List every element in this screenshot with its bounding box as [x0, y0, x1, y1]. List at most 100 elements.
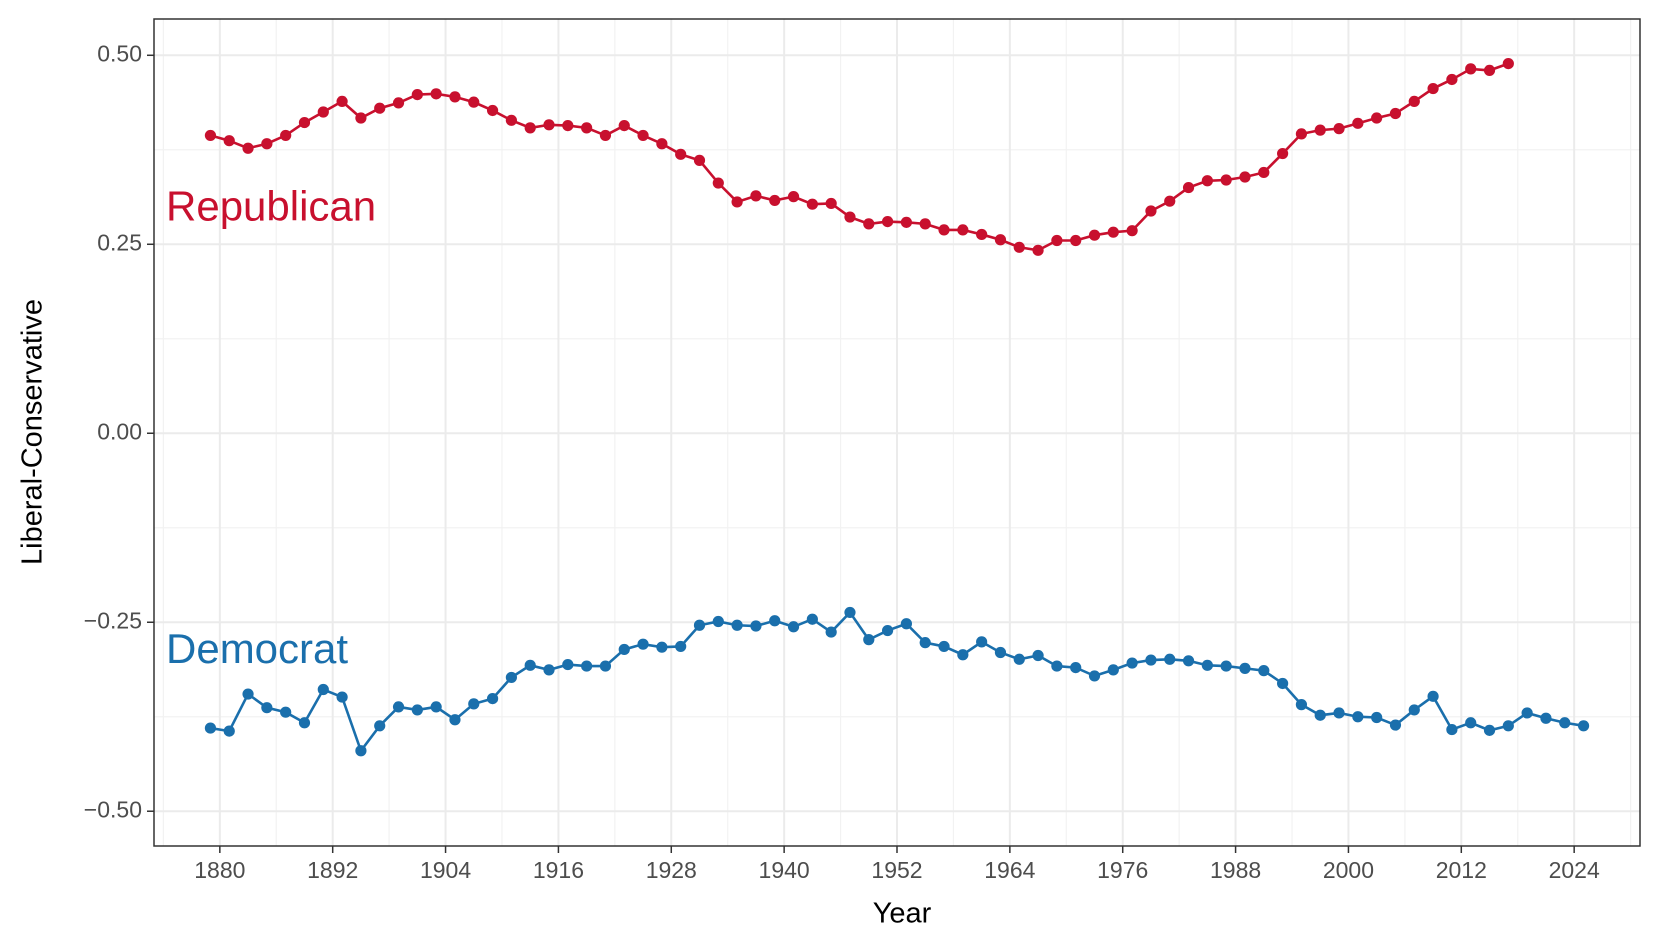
- data-point: [994, 234, 1007, 246]
- data-point: [336, 691, 348, 703]
- data-point: [223, 725, 235, 737]
- data-point: [468, 698, 480, 710]
- data-point: [468, 96, 480, 108]
- data-point: [1070, 661, 1082, 674]
- x-tick-label: 2012: [1436, 857, 1487, 883]
- data-point: [449, 91, 461, 103]
- data-point: [1051, 234, 1063, 247]
- data-point: [1126, 657, 1138, 669]
- data-point: [599, 129, 612, 142]
- data-point: [1295, 128, 1308, 140]
- x-tick-label: 1988: [1210, 857, 1261, 883]
- data-point: [825, 197, 837, 210]
- data-point: [1220, 660, 1232, 672]
- data-point: [543, 119, 555, 131]
- data-point: [1333, 707, 1345, 719]
- data-point: [1201, 175, 1213, 187]
- data-point: [750, 620, 762, 632]
- data-point: [1013, 241, 1025, 253]
- series-label: Republican: [166, 183, 376, 230]
- data-point: [1577, 720, 1590, 732]
- data-point: [1540, 712, 1552, 724]
- y-tick-label: −0.50: [84, 796, 142, 822]
- data-point: [392, 701, 405, 713]
- x-tick-label: 2000: [1323, 857, 1374, 883]
- data-point: [599, 660, 612, 672]
- data-point: [1427, 690, 1439, 702]
- data-point: [1314, 709, 1326, 721]
- data-point: [1295, 699, 1308, 711]
- plot-border: [153, 18, 1641, 847]
- data-point: [411, 88, 423, 101]
- data-point: [881, 215, 894, 228]
- data-point: [449, 714, 461, 726]
- data-point: [1502, 720, 1514, 732]
- data-point: [1352, 117, 1364, 129]
- data-point: [712, 615, 724, 628]
- data-point: [675, 640, 687, 653]
- data-point: [223, 135, 235, 147]
- data-point: [543, 664, 555, 676]
- data-point: [1220, 174, 1232, 186]
- data-point: [863, 218, 875, 230]
- data-point: [1277, 147, 1289, 160]
- data-point: [411, 704, 423, 716]
- data-point: [562, 658, 574, 671]
- data-point: [693, 619, 706, 631]
- data-point: [562, 119, 574, 132]
- data-point: [750, 190, 762, 202]
- data-point: [1502, 58, 1514, 70]
- data-point: [957, 649, 969, 661]
- data-point: [1126, 225, 1138, 237]
- data-point: [712, 177, 724, 189]
- data-point: [1465, 63, 1477, 75]
- data-point: [976, 228, 988, 241]
- data-point: [1051, 660, 1063, 672]
- data-point: [900, 618, 913, 630]
- x-axis-title: Year: [873, 898, 932, 930]
- data-point: [1258, 665, 1270, 677]
- data-point: [430, 88, 442, 100]
- data-point: [919, 637, 931, 649]
- data-point: [1013, 653, 1025, 665]
- data-point: [1070, 234, 1082, 247]
- data-point: [787, 621, 800, 633]
- data-point: [957, 224, 969, 236]
- data-point: [1032, 649, 1044, 662]
- data-point: [787, 191, 800, 203]
- data-point: [374, 720, 386, 732]
- data-point: [1239, 662, 1251, 674]
- data-point: [863, 634, 875, 646]
- data-point: [336, 95, 348, 107]
- data-point: [1521, 707, 1533, 719]
- data-point: [1145, 205, 1157, 217]
- data-point: [1258, 166, 1270, 179]
- data-point: [1352, 711, 1364, 723]
- data-point: [1465, 717, 1477, 729]
- data-point: [1483, 64, 1496, 77]
- data-point: [505, 671, 517, 684]
- x-tick-label: 1892: [307, 857, 358, 883]
- data-point: [524, 122, 536, 134]
- x-tick-label: 1928: [646, 857, 697, 883]
- data-point: [806, 613, 818, 625]
- data-point: [656, 641, 668, 653]
- data-point: [938, 640, 950, 653]
- data-point: [242, 142, 254, 154]
- data-point: [938, 224, 950, 236]
- y-tick-label: 0.25: [97, 229, 142, 255]
- data-point: [374, 102, 386, 114]
- data-point: [1371, 112, 1383, 124]
- data-point: [1389, 719, 1402, 731]
- x-tick-label: 1904: [420, 857, 471, 883]
- data-point: [1371, 711, 1383, 724]
- data-point: [1107, 664, 1119, 676]
- data-point: [976, 636, 988, 648]
- data-point: [1446, 723, 1458, 736]
- data-point: [317, 683, 329, 696]
- data-point: [298, 717, 311, 729]
- data-point: [524, 659, 536, 671]
- data-point: [261, 702, 273, 714]
- x-tick-label: 1976: [1097, 857, 1148, 883]
